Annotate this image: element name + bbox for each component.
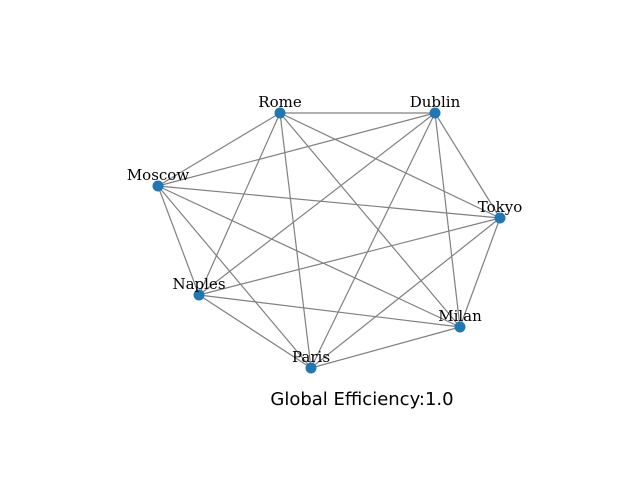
edge-naples-paris xyxy=(198,294,312,369)
edge-milan-paris xyxy=(310,326,461,369)
edge-moscow-tokyo xyxy=(157,185,501,219)
node-label-dublin: Dublin xyxy=(410,93,461,111)
edge-rome-moscow xyxy=(157,112,281,187)
edge-dublin-naples xyxy=(198,112,436,296)
node-label-naples: Naples xyxy=(172,275,225,293)
edge-moscow-milan xyxy=(157,185,461,328)
nodes-layer xyxy=(152,107,506,374)
edge-moscow-paris xyxy=(157,185,312,369)
edge-tokyo-milan xyxy=(459,217,501,328)
edge-rome-tokyo xyxy=(279,112,501,219)
edge-dublin-moscow xyxy=(157,112,436,187)
node-paris xyxy=(305,362,317,374)
edge-dublin-paris xyxy=(310,112,436,369)
edge-rome-paris xyxy=(279,112,312,369)
edge-moscow-naples xyxy=(157,185,200,296)
edge-rome-milan xyxy=(279,112,461,328)
edge-dublin-tokyo xyxy=(434,112,501,219)
node-naples xyxy=(193,289,205,301)
node-moscow xyxy=(152,180,164,192)
edge-tokyo-naples xyxy=(198,217,501,296)
node-dublin xyxy=(429,107,441,119)
edge-rome-naples xyxy=(198,112,281,296)
node-label-milan: Milan xyxy=(438,307,482,325)
labels-layer: Rome Dublin Moscow Tokyo Naples Milan Paris xyxy=(127,93,522,366)
node-label-moscow: Moscow xyxy=(127,166,190,184)
node-rome xyxy=(274,107,286,119)
node-label-paris: Paris xyxy=(292,348,330,366)
node-label-tokyo: Tokyo xyxy=(478,198,522,216)
node-tokyo xyxy=(494,212,506,224)
edges-layer xyxy=(157,112,501,369)
edge-naples-milan xyxy=(198,294,461,328)
edge-dublin-milan xyxy=(434,112,461,328)
global-efficiency-caption: Global Efficiency:1.0 xyxy=(270,389,453,410)
node-label-rome: Rome xyxy=(258,93,302,111)
node-milan xyxy=(454,321,466,333)
edge-tokyo-paris xyxy=(310,217,501,369)
